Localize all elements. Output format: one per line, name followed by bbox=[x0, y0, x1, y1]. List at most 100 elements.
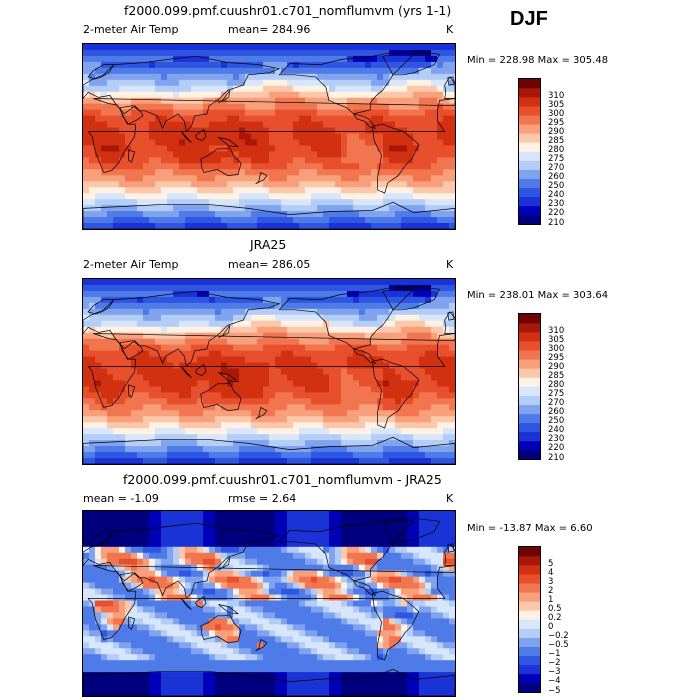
field-cell bbox=[449, 67, 455, 75]
field-cell bbox=[305, 223, 312, 229]
field-cell bbox=[353, 534, 360, 542]
field-cell bbox=[365, 91, 372, 99]
field-cell bbox=[191, 440, 198, 447]
field-cell bbox=[449, 392, 455, 399]
field-cell bbox=[443, 564, 450, 572]
field-cell bbox=[329, 600, 336, 607]
field-cell bbox=[179, 410, 186, 417]
field-cell bbox=[95, 145, 102, 152]
field-cell bbox=[95, 416, 102, 423]
field-cell bbox=[311, 103, 318, 111]
field-cell bbox=[359, 169, 366, 176]
field-cell bbox=[305, 362, 312, 369]
field-cell bbox=[119, 362, 126, 369]
field-cell bbox=[173, 326, 180, 334]
field-cell bbox=[155, 296, 162, 304]
field-cell bbox=[179, 127, 186, 134]
field-cell bbox=[377, 368, 384, 375]
field-cell bbox=[113, 157, 120, 164]
field-cell bbox=[281, 564, 288, 572]
field-cell bbox=[149, 582, 156, 589]
field-cell bbox=[227, 511, 234, 518]
field-cell bbox=[233, 79, 240, 87]
field-cell bbox=[395, 67, 402, 75]
field-cell bbox=[383, 564, 390, 572]
field-cell bbox=[371, 91, 378, 99]
field-cell bbox=[335, 576, 342, 584]
field-cell bbox=[221, 175, 228, 182]
field-cell bbox=[173, 314, 180, 322]
field-cell bbox=[143, 61, 150, 69]
field-cell bbox=[95, 446, 102, 453]
field-cell bbox=[125, 290, 132, 298]
field-cell bbox=[305, 398, 312, 405]
field-cell bbox=[287, 528, 294, 536]
field-cell bbox=[257, 362, 264, 369]
field-cell bbox=[209, 139, 216, 146]
field-cell bbox=[395, 570, 402, 578]
coastline bbox=[200, 147, 242, 176]
field-cell bbox=[221, 350, 228, 357]
field-cell bbox=[341, 558, 348, 566]
field-cell bbox=[113, 564, 120, 572]
field-cell bbox=[311, 344, 318, 352]
field-cell bbox=[365, 410, 372, 417]
field-cell bbox=[395, 374, 402, 381]
field-cell bbox=[137, 356, 144, 363]
field-cell bbox=[197, 205, 204, 212]
field-cell bbox=[365, 308, 372, 316]
field-cell bbox=[143, 446, 150, 453]
field-cell bbox=[197, 284, 204, 292]
field-cell bbox=[323, 279, 330, 286]
field-cell bbox=[425, 452, 432, 459]
field-cell bbox=[131, 314, 138, 322]
field-cell bbox=[173, 386, 180, 393]
field-cell bbox=[425, 308, 432, 316]
field-cell bbox=[359, 302, 366, 310]
field-cell bbox=[233, 91, 240, 99]
color-legend bbox=[518, 78, 541, 225]
field-cell bbox=[365, 338, 372, 346]
field-cell bbox=[95, 61, 102, 69]
field-cell bbox=[125, 452, 132, 459]
field-cell bbox=[101, 205, 108, 212]
field-cell bbox=[311, 279, 318, 286]
field-cell bbox=[137, 552, 144, 560]
field-cell bbox=[221, 398, 228, 405]
field-cell bbox=[137, 594, 144, 601]
field-cell bbox=[245, 326, 252, 334]
field-cell bbox=[269, 133, 276, 140]
legend-tick-label: 210 bbox=[548, 217, 565, 228]
field-cell bbox=[101, 284, 108, 292]
field-cell bbox=[371, 109, 378, 117]
field-cell bbox=[119, 91, 126, 99]
field-cell bbox=[263, 181, 270, 188]
field-cell bbox=[245, 534, 252, 542]
field-cell bbox=[245, 163, 252, 170]
field-cell bbox=[161, 511, 168, 518]
field-cell bbox=[425, 139, 432, 146]
field-cell bbox=[155, 516, 162, 524]
field-cell bbox=[191, 284, 198, 292]
field-cell bbox=[179, 103, 186, 111]
field-cell bbox=[419, 139, 426, 146]
field-cell bbox=[407, 115, 414, 122]
field-cell bbox=[131, 302, 138, 310]
field-cell bbox=[395, 199, 402, 206]
field-cell bbox=[269, 308, 276, 316]
field-cell bbox=[203, 205, 210, 212]
field-cell bbox=[371, 145, 378, 152]
field-cell bbox=[437, 109, 444, 117]
field-cell bbox=[143, 528, 150, 536]
field-cell bbox=[245, 570, 252, 578]
field-cell bbox=[401, 121, 408, 128]
field-cell bbox=[149, 193, 156, 200]
field-cell bbox=[395, 44, 402, 51]
field-cell bbox=[107, 320, 114, 328]
field-cell bbox=[233, 392, 240, 399]
field-cell bbox=[131, 416, 138, 423]
field-cell bbox=[119, 440, 126, 447]
field-cell bbox=[299, 404, 306, 411]
field-cell bbox=[257, 582, 264, 589]
field-cell bbox=[281, 410, 288, 417]
